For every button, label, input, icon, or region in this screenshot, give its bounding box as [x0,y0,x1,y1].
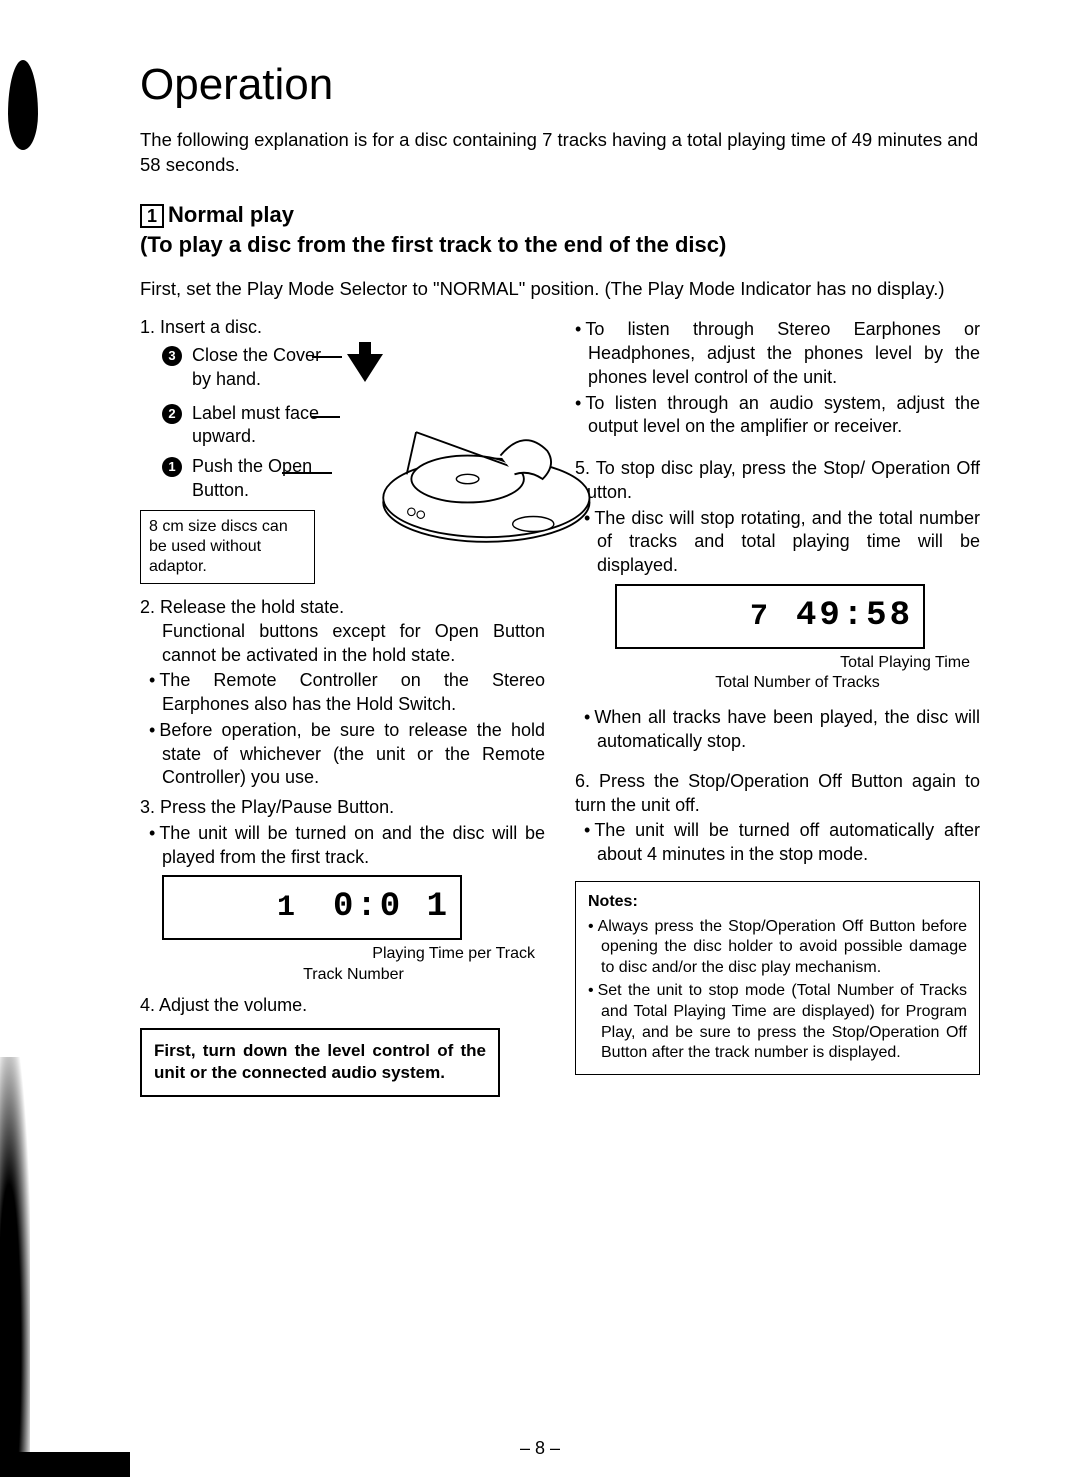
disc-size-note: 8 cm size discs can be used without adap… [140,510,315,584]
arrow-down-icon [347,354,383,382]
sub-intro: First, set the Play Mode Selector to "NO… [140,277,980,302]
diagram-label-3: Close the Cover by hand. [192,344,322,392]
display-1-time: 0:0 1 [333,885,450,930]
scan-artifact-top-left [8,60,38,150]
diagram-label-2: Label must face upward. [192,402,322,450]
display-1-caption-center: Track Number [162,965,545,986]
step-2-bullet-2: Before operation, be sure to release the… [140,719,545,790]
intro-paragraph: The following explanation is for a disc … [140,128,980,178]
display-1-track: 1 [277,889,298,929]
circle-3-icon: 3 [162,346,182,366]
notes-bullet-1: Always press the Stop/Operation Off Butt… [588,917,967,979]
page-number: – 8 – [520,1438,560,1459]
section-head-line1: Normal play [168,202,294,227]
step-2-bullet-1: The Remote Controller on the Stereo Earp… [140,669,545,717]
lcd-display-2: 7 49:58 [615,584,925,649]
left-column: 1. Insert a disc. 3 Close the Cover by h… [140,316,545,1097]
circle-2-icon: 2 [162,404,182,424]
section-heading: 1Normal play (To play a disc from the fi… [140,200,1010,259]
right-bullet-2: To listen through an audio system, adjus… [575,392,980,440]
display-2-caption: Total Playing Time Total Number of Track… [615,653,980,695]
scan-artifact-bottom-strip [0,1452,130,1477]
right-bullet-1: To listen through Stereo Earphones or He… [575,318,980,389]
display-1-caption-right: Playing Time per Track [162,944,545,965]
right-bullet-3: When all tracks have been played, the di… [575,706,980,754]
step-6-bullet-1: The unit will be turned off automaticall… [575,819,980,867]
step-4: 4. Adjust the volume. [140,994,545,1018]
step-6: 6. Press the Stop/Operation Off Button a… [575,770,980,818]
display-2-track: 7 [750,598,771,638]
cd-player-illustration [352,404,602,554]
section-number-box: 1 [140,204,164,228]
step-2: 2. Release the hold state. [140,596,545,620]
step-5: 5. To stop disc play, press the Stop/ Op… [575,457,980,505]
display-2-caption-center: Total Number of Tracks [615,673,980,694]
section-head-line2: (To play a disc from the first track to … [140,232,726,257]
notes-title: Notes: [588,892,967,913]
display-2-caption-right: Total Playing Time [615,653,980,674]
display-1-caption: Playing Time per Track Track Number [162,944,545,986]
step-5-bullet-1: The disc will stop rotating, and the tot… [575,507,980,578]
notes-bullet-2: Set the unit to stop mode (Total Number … [588,981,967,1064]
step-1: 1. Insert a disc. [140,316,545,340]
warning-box: First, turn down the level control of th… [140,1028,500,1098]
display-2-time: 49:58 [796,594,913,639]
step-2-body: Functional buttons except for Open Butto… [140,620,545,668]
step-3: 3. Press the Play/Pause Button. [140,796,545,820]
notes-box: Notes: Always press the Stop/Operation O… [575,881,980,1075]
insert-disc-diagram: 3 Close the Cover by hand. 2 Label must … [162,344,492,584]
right-column: To listen through Stereo Earphones or He… [575,316,980,1097]
circle-1-icon: 1 [162,457,182,477]
scan-artifact-bottom-left [0,1057,30,1477]
step-3-bullet-1: The unit will be turned on and the disc … [140,822,545,870]
diagram-label-1: Push the Open Button. [192,455,322,503]
lcd-display-1: 1 0:0 1 [162,875,462,940]
page-title: Operation [140,60,1010,110]
